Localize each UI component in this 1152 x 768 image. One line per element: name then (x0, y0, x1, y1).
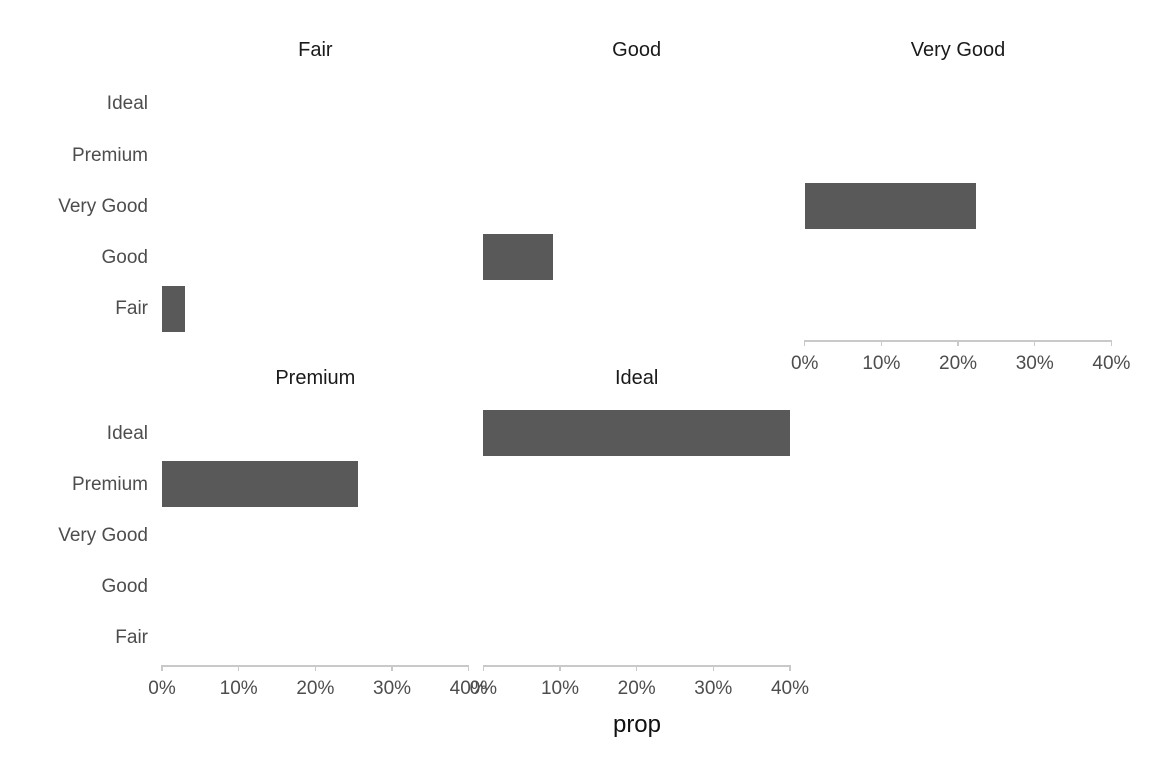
facet-panel-very-good (804, 78, 1112, 334)
y-axis-label-fair: Fair (115, 627, 148, 649)
x-tick-label-premium-30: 30% (373, 678, 412, 699)
y-axis-label-very-good: Very Good (58, 195, 148, 217)
x-tick-label-very-good-20: 20% (939, 353, 978, 374)
bar-very-good (804, 183, 977, 230)
x-tick-label-premium-0: 0% (148, 678, 176, 699)
x-tick-label-ideal-10: 10% (540, 678, 579, 699)
facet-panel-premium (162, 407, 469, 663)
x-tick-label-premium-20: 20% (296, 678, 335, 699)
x-tick-mark (559, 665, 561, 671)
facet-title-fair: Fair (298, 39, 333, 61)
x-tick-label-ideal-0: 0% (469, 678, 498, 699)
x-tick-mark (712, 665, 715, 671)
bar-ideal (483, 409, 790, 456)
x-tick-label-ideal-30: 30% (694, 678, 733, 699)
facet-title-premium: Premium (275, 367, 356, 389)
bar-premium (162, 461, 359, 508)
x-tick-mark (957, 340, 959, 346)
y-axis-label-ideal: Ideal (106, 422, 148, 444)
x-tick-label-ideal-20: 20% (617, 678, 656, 699)
x-tick-label-premium-10: 10% (219, 678, 258, 699)
x-tick-label-ideal-40: 40% (770, 678, 810, 699)
facet-panel-ideal (483, 407, 790, 663)
x-tick-mark (391, 665, 393, 671)
x-tick-mark (880, 340, 883, 346)
facet-panel-fair (162, 78, 469, 334)
facet-panel-good (483, 78, 790, 334)
x-tick-label-very-good-10: 10% (862, 353, 901, 374)
x-tick-mark (467, 665, 470, 671)
y-axis-label-premium: Premium (71, 144, 148, 166)
y-axis-label-ideal: Ideal (106, 93, 148, 115)
facet-title-ideal: Ideal (614, 367, 659, 389)
y-axis-label-premium: Premium (71, 473, 148, 495)
y-axis-label-fair: Fair (115, 298, 148, 320)
x-axis-title: prop (612, 711, 662, 738)
x-tick-label-very-good-30: 30% (1015, 353, 1054, 374)
x-tick-mark (237, 665, 240, 671)
x-tick-label-premium-40: 40% (449, 678, 488, 699)
bar-fair (162, 285, 185, 332)
facet-title-good: Good (612, 39, 662, 61)
facet-title-very-good: Very Good (910, 39, 1006, 61)
bar-good (483, 234, 554, 281)
x-tick-mark (482, 665, 485, 671)
x-tick-mark (314, 665, 317, 671)
x-tick-label-very-good-0: 0% (790, 353, 819, 374)
x-tick-mark (1033, 340, 1036, 346)
x-tick-mark (803, 340, 806, 346)
x-tick-mark (1110, 340, 1113, 346)
x-tick-mark (789, 665, 791, 671)
x-tick-mark (635, 665, 638, 671)
x-tick-label-very-good-40: 40% (1092, 353, 1131, 374)
y-axis-label-good: Good (101, 576, 148, 598)
x-tick-mark (161, 665, 163, 671)
y-axis-label-good: Good (101, 246, 148, 268)
y-axis-label-very-good: Very Good (58, 524, 148, 546)
